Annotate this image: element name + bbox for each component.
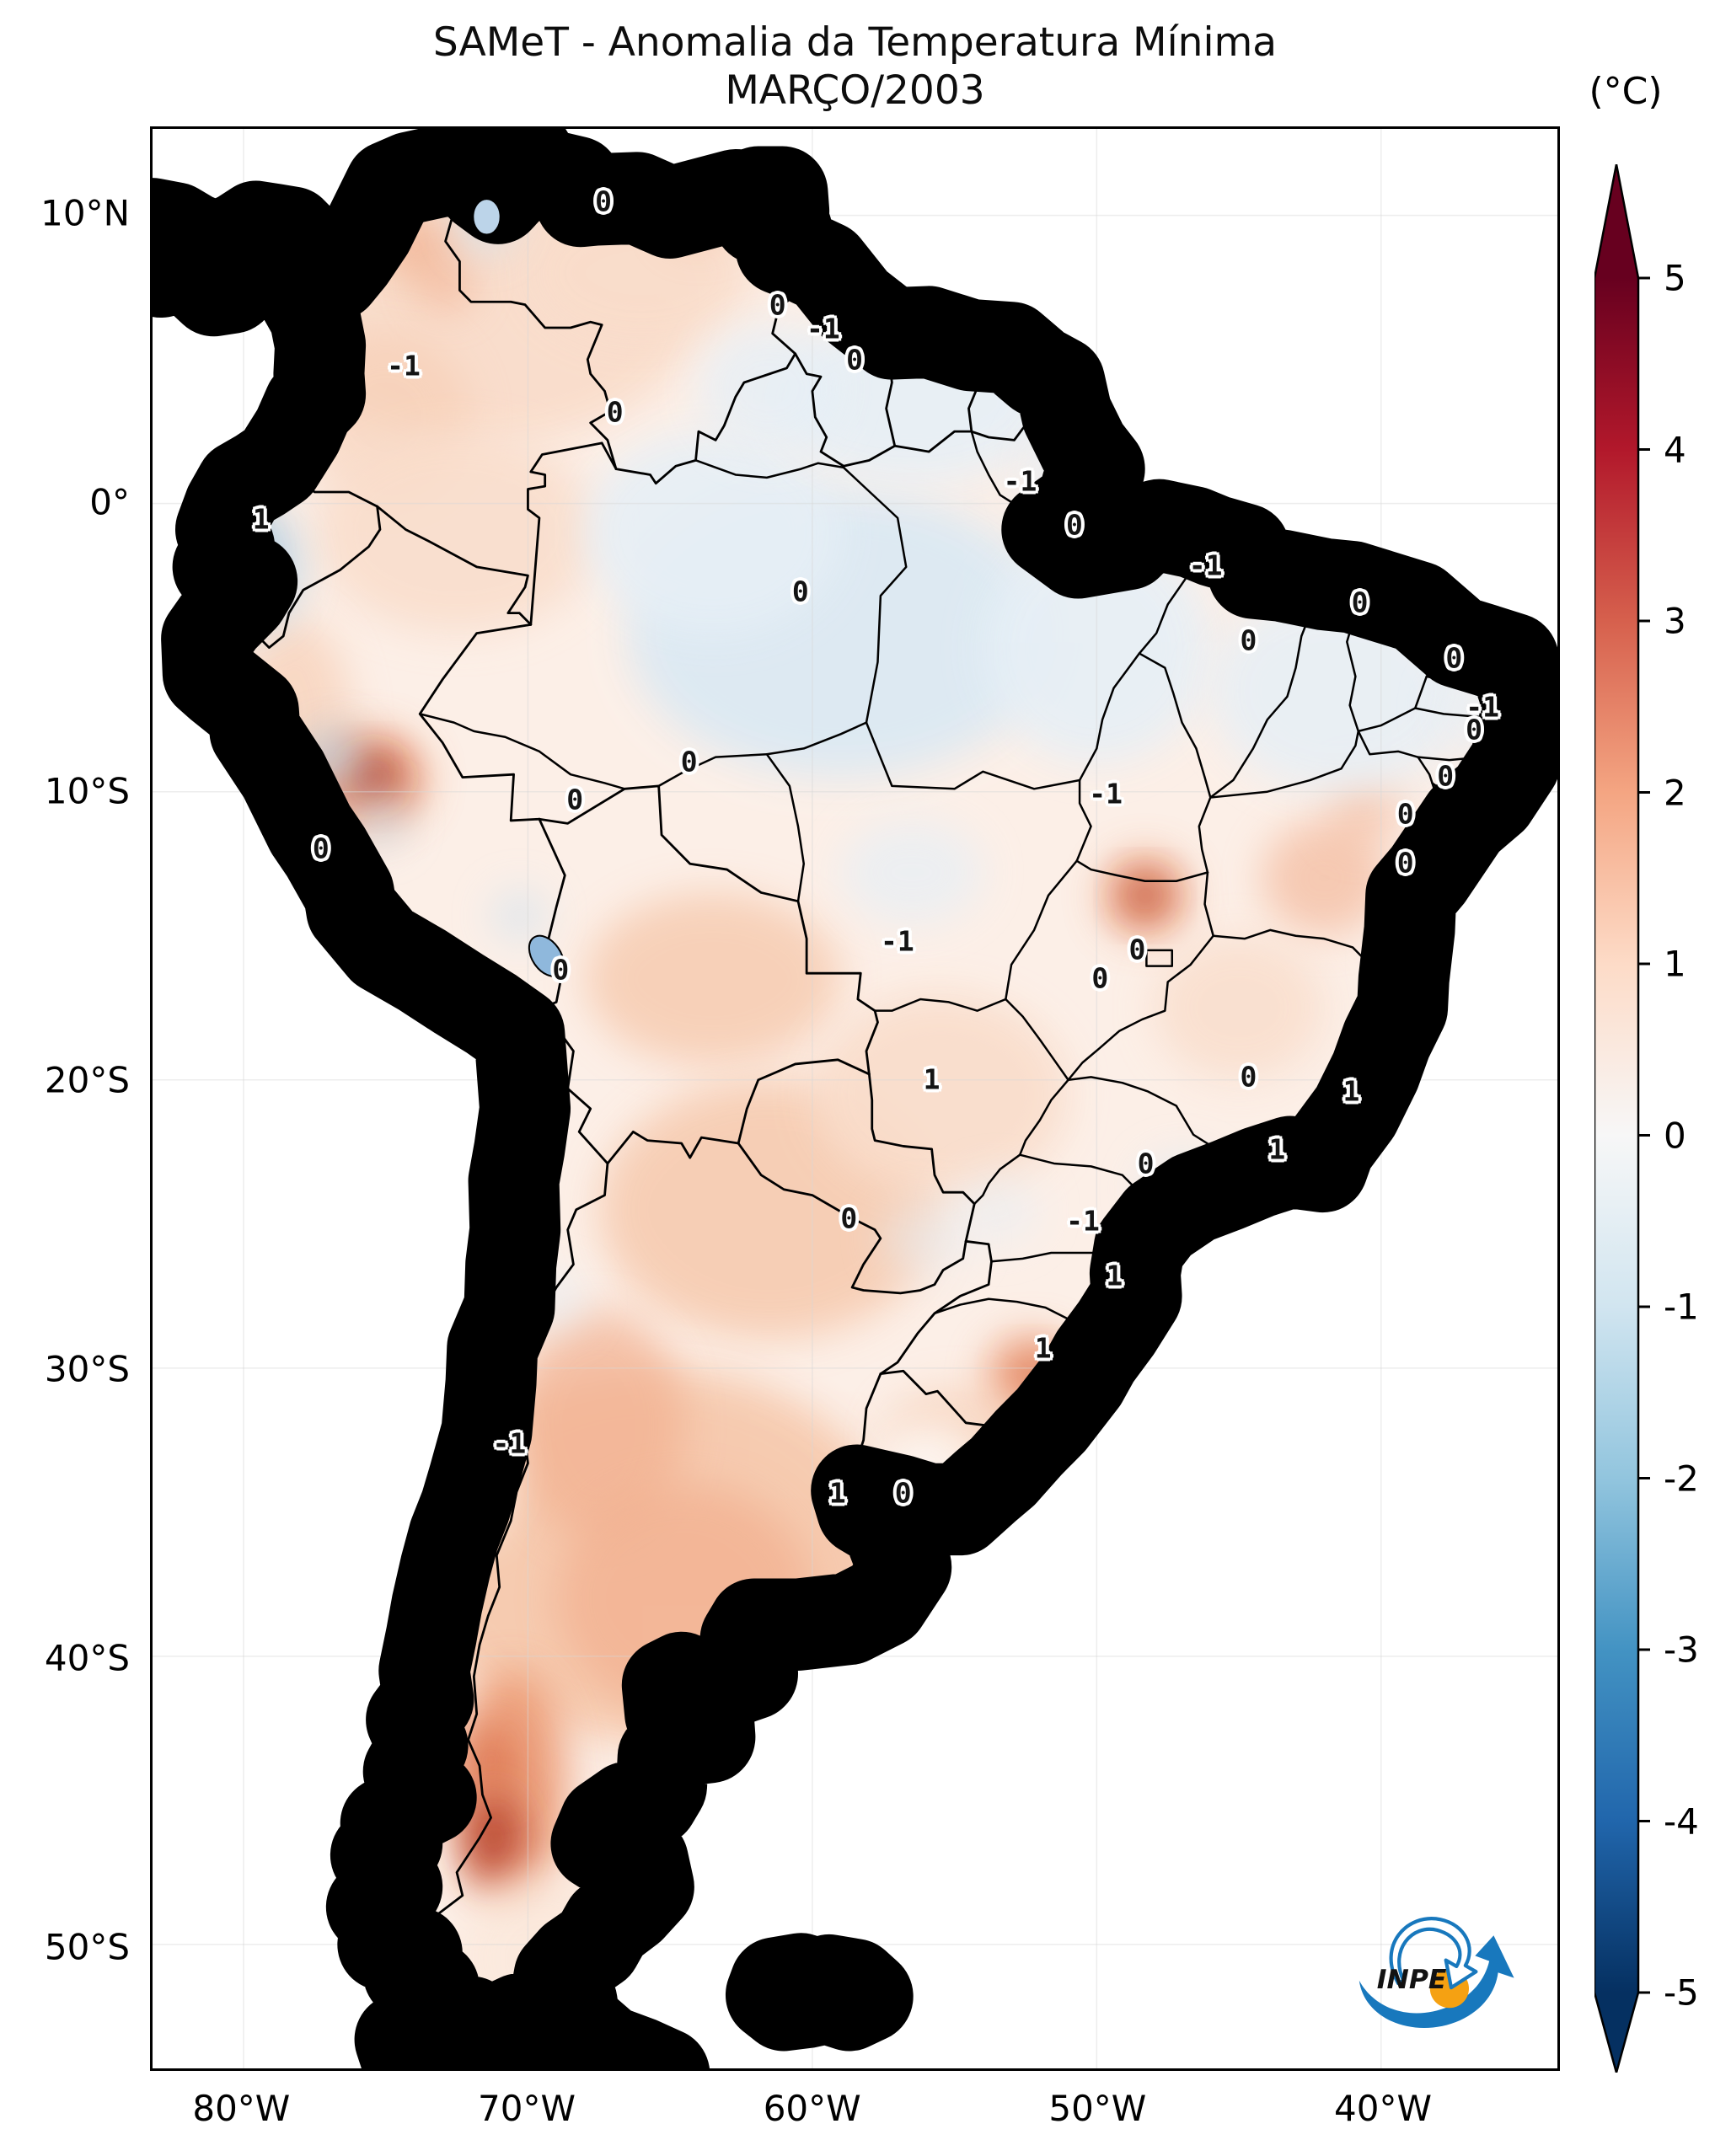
title-line2: MARÇO/2003 bbox=[725, 67, 985, 114]
lat-tick-label: 10°S bbox=[44, 770, 130, 812]
lat-tick-label: 30°S bbox=[44, 1348, 130, 1390]
lat-tick-label: 50°S bbox=[44, 1926, 130, 1968]
lake-maracaibo bbox=[473, 199, 500, 234]
colorbar-bar bbox=[1593, 163, 1650, 2074]
inpe-logo-text: INPE bbox=[1377, 1965, 1447, 1995]
colorbar-tick-label: -3 bbox=[1664, 1629, 1699, 1671]
lake-titicaca bbox=[522, 929, 571, 982]
figure-title: SAMeT - Anomalia da Temperatura Mínima M… bbox=[150, 19, 1560, 115]
colorbar-tick-label: 0 bbox=[1664, 1115, 1686, 1156]
inpe-spiral-arrow bbox=[1389, 1917, 1478, 1990]
colorbar-tick-label: 5 bbox=[1664, 257, 1686, 299]
colorbar-tick-label: -5 bbox=[1664, 1971, 1699, 2014]
inpe-logo: INPE bbox=[1359, 1917, 1514, 2029]
title-line1: SAMeT - Anomalia da Temperatura Mínima bbox=[432, 19, 1278, 66]
inpe-swoosh-arrow bbox=[1359, 1935, 1514, 2029]
anomaly-map bbox=[153, 129, 1557, 2068]
colorbar-gradient-shape bbox=[1593, 163, 1640, 2074]
colorbar-tick-label: 1 bbox=[1664, 943, 1686, 985]
lon-tick-label: 70°W bbox=[478, 2088, 576, 2129]
colorbar-unit-label: (°C) bbox=[1589, 70, 1663, 113]
colorbar-tick-label: 2 bbox=[1664, 772, 1686, 813]
lon-tick-label: 40°W bbox=[1334, 2088, 1433, 2129]
colorbar-tick-label: 3 bbox=[1664, 600, 1686, 642]
colorbar: (°C) 5 4 3 2 1 0 -1 -2 -3 -4 -5 bbox=[1589, 70, 1731, 2077]
lon-tick-label: 80°W bbox=[192, 2088, 291, 2129]
map-plot: 0 -1 0 -1 0 0 1 0 -1 0 -1 0 0 0 -1 0 0 0 0 0 0 0 -1 -1 0 0 0 0 1 1 0 1-… bbox=[150, 126, 1560, 2071]
lon-tick-label: 60°W bbox=[763, 2088, 861, 2129]
colorbar-ticks bbox=[1638, 276, 1650, 1994]
lat-tick-label: 0° bbox=[89, 481, 130, 523]
lat-tick-label: 20°S bbox=[44, 1059, 130, 1101]
lon-tick-label: 50°W bbox=[1048, 2088, 1147, 2129]
lat-tick-label: 10°N bbox=[40, 192, 130, 234]
colorbar-tick-label: -1 bbox=[1664, 1286, 1699, 1328]
lat-tick-label: 40°S bbox=[44, 1637, 130, 1679]
colorbar-tick-label: 4 bbox=[1664, 429, 1686, 470]
colorbar-tick-label: -4 bbox=[1664, 1800, 1699, 1842]
colorbar-tick-label: -2 bbox=[1664, 1458, 1699, 1499]
